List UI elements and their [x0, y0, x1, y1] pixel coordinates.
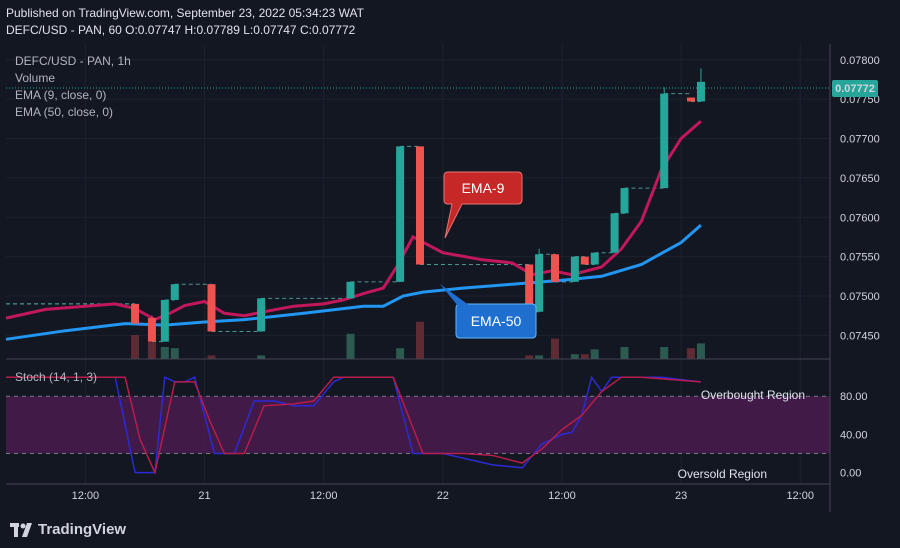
price-tick-label: 0.07500	[840, 291, 880, 303]
volume-bar	[346, 333, 355, 359]
price-tick-label: 0.07600	[840, 212, 880, 224]
chart-canvas[interactable]: 0.07800 0.07750 0.07700 0.07650 0.07600 0.075…	[0, 44, 900, 512]
price-tick-label: 0.07550	[840, 252, 880, 264]
ema-lines	[5, 120, 702, 341]
candle-bullish[interactable]	[590, 252, 599, 265]
volume-bars	[131, 321, 705, 359]
last-price-value: 0.07772	[835, 83, 875, 95]
candle-bullish[interactable]	[660, 93, 669, 189]
volume-bar	[535, 355, 544, 359]
time-tick-label: 12:00	[548, 490, 576, 502]
volume-bar	[580, 354, 589, 359]
candle-bearish[interactable]	[525, 264, 534, 312]
price-axis[interactable]: 0.07800 0.07750 0.07700 0.07650 0.07600 0.075…	[840, 55, 880, 343]
legend-stoch[interactable]: Stoch (14, 1, 3)	[15, 370, 97, 384]
price-tick-label: 0.07700	[840, 134, 880, 146]
time-tick-label: 12:00	[72, 490, 100, 502]
volume-bar	[257, 355, 266, 359]
stoch-band	[6, 396, 830, 454]
time-tick-label: 23	[675, 490, 687, 502]
ema50-callout-pointer	[440, 284, 470, 306]
volume-bar	[696, 343, 705, 359]
candle-bullish[interactable]	[396, 146, 405, 282]
volume-bar	[415, 321, 424, 359]
overbought-label: Overbought Region	[701, 388, 805, 402]
stoch-tick-label: 40.00	[840, 429, 868, 441]
price-tick-label: 0.07650	[840, 173, 880, 185]
volume-bar	[525, 355, 534, 359]
volume-bar	[131, 335, 140, 359]
tradingview-logo-icon	[10, 522, 32, 537]
ema9-callout-bubble	[443, 171, 523, 239]
candle-bearish[interactable]	[147, 318, 156, 342]
volume-bar	[660, 347, 669, 359]
volume-bar	[570, 354, 579, 359]
stoch-tick-label: 0.00	[840, 468, 861, 480]
ema9-line	[5, 120, 702, 322]
last-price-tag: 0.07772	[832, 80, 878, 97]
legend-ema9[interactable]: EMA (9, close, 0)	[15, 88, 106, 102]
legend-volume[interactable]: Volume	[15, 71, 55, 85]
oversold-label: Oversold Region	[678, 467, 767, 481]
ema50-line	[5, 223, 702, 341]
stoch-axis[interactable]: 80.00 40.00 0.00	[840, 391, 868, 479]
candle-bearish[interactable]	[580, 256, 589, 265]
price-tick-label: 0.07750	[840, 94, 880, 106]
ohlc-info: DEFC/USD - PAN, 60 O:0.07747 H:0.07789 L…	[6, 23, 356, 37]
ema50-callout-label: EMA-50	[471, 313, 522, 329]
candle-bearish[interactable]	[207, 284, 216, 332]
stoch-pane	[6, 375, 830, 475]
tradingview-brand: TradingView	[38, 521, 127, 538]
price-tick-label: 0.07450	[840, 330, 880, 342]
published-info: Published on TradingView.com, September …	[6, 6, 364, 20]
volume-bar	[687, 348, 696, 359]
candle-bearish[interactable]	[687, 97, 696, 102]
volume-bar	[207, 355, 216, 359]
time-axis[interactable]: 12:00 21 12:00 22 12:00 23 12:00	[72, 490, 814, 502]
ema9-callout: EMA-9	[443, 171, 523, 239]
candle-bearish[interactable]	[131, 303, 140, 324]
candles[interactable]	[131, 68, 705, 342]
indicator-legend[interactable]: DEFC/USD - PAN, 1h Volume EMA (9, close,…	[15, 54, 131, 384]
volume-bar	[551, 338, 560, 359]
time-tick-label: 12:00	[310, 490, 338, 502]
price-tick-label: 0.07800	[840, 55, 880, 67]
candle-bullish[interactable]	[160, 299, 169, 342]
volume-bar	[147, 342, 156, 359]
volume-bar	[620, 347, 629, 359]
candle-bullish[interactable]	[257, 298, 266, 332]
ema50-callout-bubble	[455, 303, 537, 339]
stoch-k-line	[6, 375, 701, 474]
time-tick-label: 12:00	[786, 490, 814, 502]
ema50-callout: EMA-50	[440, 284, 537, 339]
footer: TradingView	[0, 512, 900, 548]
time-tick-label: 22	[437, 490, 449, 502]
ema9-callout-label: EMA-9	[462, 180, 505, 196]
volume-bar	[160, 347, 169, 359]
time-tick-label: 21	[198, 490, 210, 502]
last-price-tag-bg	[832, 80, 878, 97]
legend-symbol[interactable]: DEFC/USD - PAN, 1h	[15, 54, 131, 68]
stoch-d-line	[6, 376, 701, 475]
tradingview-logo[interactable]: TradingView	[10, 521, 126, 538]
volume-bar	[590, 349, 599, 359]
candle-bullish[interactable]	[170, 284, 179, 300]
stoch-tick-label: 80.00	[840, 391, 868, 403]
candle-bearish[interactable]	[551, 254, 560, 282]
volume-bar	[170, 348, 179, 359]
candle-bullish[interactable]	[610, 213, 619, 253]
candle-bullish[interactable]	[535, 254, 544, 312]
candle-bullish[interactable]	[346, 281, 355, 299]
volume-bar	[396, 348, 405, 359]
legend-ema50[interactable]: EMA (50, close, 0)	[15, 105, 113, 119]
candle-bearish[interactable]	[415, 146, 424, 265]
candle-bullish[interactable]	[570, 256, 579, 282]
candle-bullish[interactable]	[620, 188, 629, 214]
chart-header: Published on TradingView.com, September …	[0, 0, 900, 44]
candle-bullish[interactable]	[696, 81, 705, 102]
